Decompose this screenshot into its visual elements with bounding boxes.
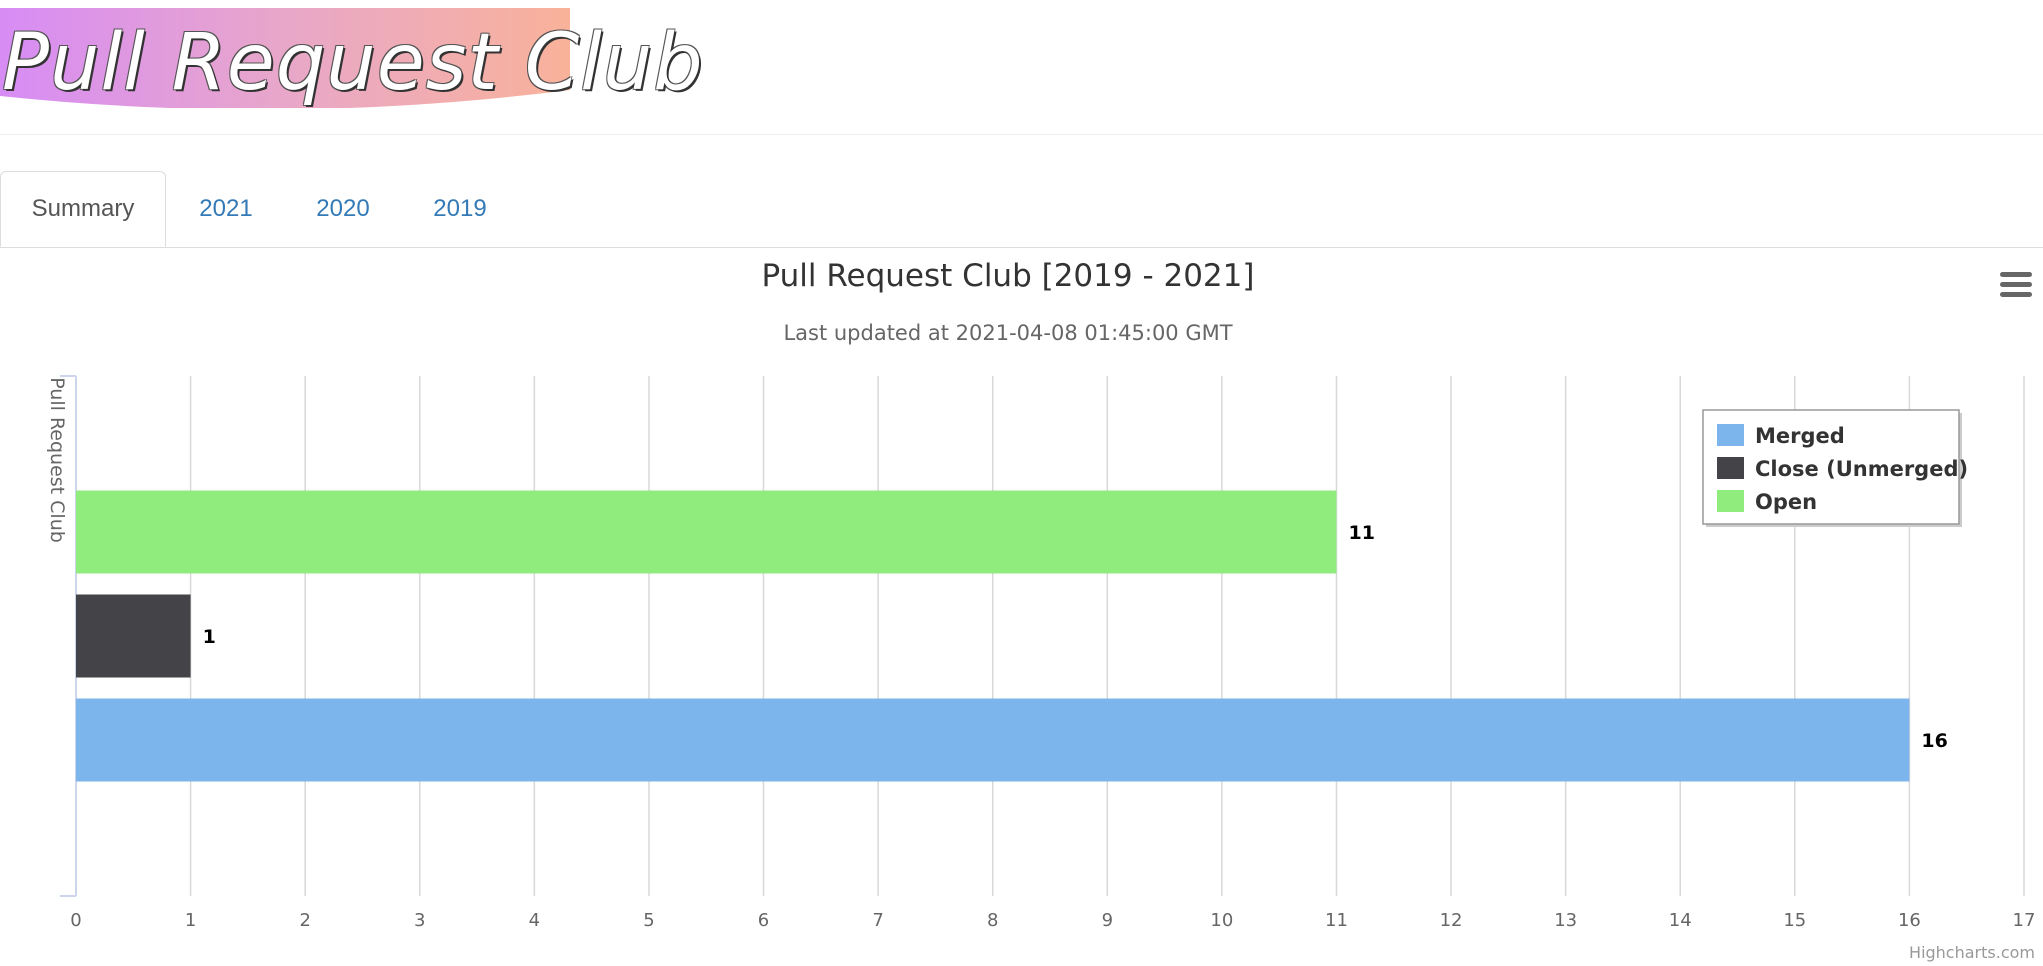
bar-close-unmerged <box>76 594 191 678</box>
legend-box <box>1702 409 1960 525</box>
legend-item-label: Open <box>1755 490 1817 514</box>
logo: Pull Request Club <box>0 8 703 108</box>
x-tick-label: 15 <box>1783 910 1806 931</box>
legend-item-label: Close (Unmerged) <box>1755 457 1968 481</box>
x-tick-label: 16 <box>1898 910 1921 931</box>
x-tick-label: 17 <box>2013 910 2036 931</box>
hamburger-menu-icon[interactable] <box>1990 268 2042 308</box>
legend-swatch <box>1717 490 1744 512</box>
bar-merged <box>76 698 1910 782</box>
header-divider <box>0 134 2043 135</box>
x-tick-label: 5 <box>643 910 654 931</box>
legend[interactable]: Merged Close (Unmerged) Open <box>1702 409 1968 527</box>
legend-item-label: Merged <box>1755 424 1845 448</box>
category-label: Pull Request Club <box>46 377 68 543</box>
chart-subtitle: Last updated at 2021-04-08 01:45:00 GMT <box>783 321 1232 345</box>
x-tick-label: 6 <box>758 910 769 931</box>
chart: Pull Request Club [2019 - 2021] Last upd… <box>46 258 2036 962</box>
bars[interactable] <box>76 490 1910 782</box>
x-tick-label: 3 <box>414 910 425 931</box>
data-label: 1 <box>203 626 216 648</box>
data-label: 16 <box>1921 730 1947 752</box>
x-tick-label: 13 <box>1554 910 1577 931</box>
x-tick-label: 12 <box>1440 910 1463 931</box>
bar-open <box>76 490 1337 574</box>
x-tick-label: 11 <box>1325 910 1348 931</box>
x-tick-label: 14 <box>1669 910 1692 931</box>
legend-swatch <box>1717 457 1744 479</box>
tab-summary[interactable]: Summary <box>0 171 166 247</box>
x-tick-label: 9 <box>1102 910 1113 931</box>
tab-bar: Summary 2021 2020 2019 <box>0 171 2043 248</box>
tab-2021[interactable]: 2021 <box>199 195 253 222</box>
x-tick-label: 2 <box>299 910 310 931</box>
x-tick-label: 1 <box>185 910 196 931</box>
chart-title: Pull Request Club [2019 - 2021] <box>762 258 1255 294</box>
data-label: 11 <box>1348 522 1374 544</box>
grid-lines <box>189 376 2025 896</box>
legend-swatch <box>1717 424 1744 446</box>
x-tick-label: 7 <box>872 910 883 931</box>
x-tick-label: 0 <box>70 910 81 931</box>
tab-2020[interactable]: 2020 <box>316 195 370 222</box>
x-tick-label: 8 <box>987 910 998 931</box>
credits-link[interactable]: Highcharts.com <box>1909 943 2035 962</box>
x-tick-label: 4 <box>529 910 540 931</box>
tab-2019[interactable]: 2019 <box>433 195 487 222</box>
logo-text: Pull Request Club <box>2 18 704 108</box>
x-tick-label: 10 <box>1210 910 1233 931</box>
logo-banner <box>0 8 570 108</box>
